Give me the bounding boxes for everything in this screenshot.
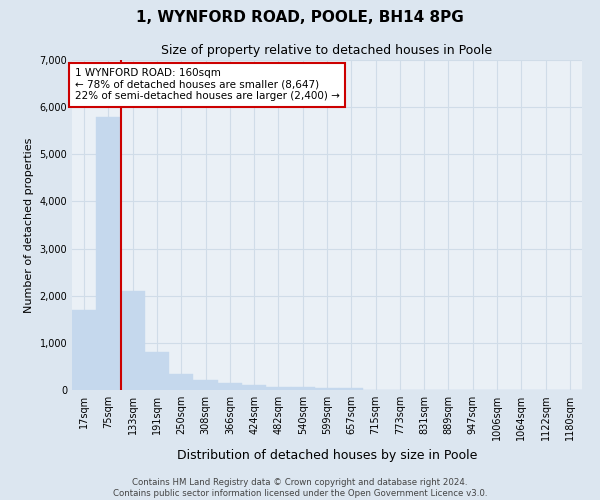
Bar <box>96 116 121 390</box>
Bar <box>242 386 266 390</box>
Bar <box>72 310 96 390</box>
Bar <box>169 374 193 390</box>
Y-axis label: Number of detached properties: Number of detached properties <box>24 138 34 312</box>
Bar <box>315 388 339 390</box>
Bar <box>339 388 364 390</box>
Text: 1, WYNFORD ROAD, POOLE, BH14 8PG: 1, WYNFORD ROAD, POOLE, BH14 8PG <box>136 10 464 25</box>
Bar <box>218 384 242 390</box>
Bar <box>145 352 169 390</box>
Bar <box>121 291 145 390</box>
Bar <box>290 387 315 390</box>
X-axis label: Distribution of detached houses by size in Poole: Distribution of detached houses by size … <box>177 448 477 462</box>
Text: Contains HM Land Registry data © Crown copyright and database right 2024.
Contai: Contains HM Land Registry data © Crown c… <box>113 478 487 498</box>
Title: Size of property relative to detached houses in Poole: Size of property relative to detached ho… <box>161 44 493 58</box>
Text: 1 WYNFORD ROAD: 160sqm
← 78% of detached houses are smaller (8,647)
22% of semi-: 1 WYNFORD ROAD: 160sqm ← 78% of detached… <box>74 68 340 102</box>
Bar <box>266 386 290 390</box>
Bar <box>193 380 218 390</box>
